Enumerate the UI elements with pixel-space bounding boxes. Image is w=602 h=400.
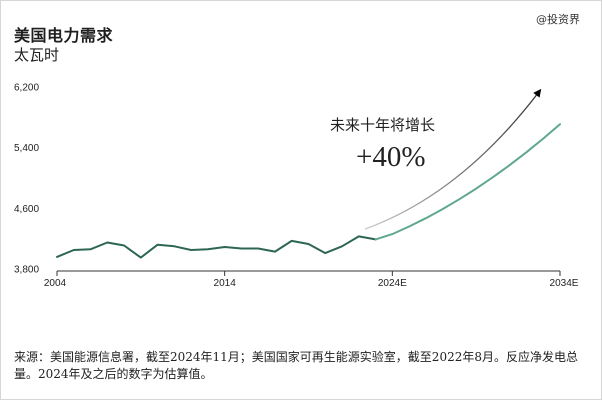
growth-arrow — [364, 88, 542, 230]
projection-series-line — [374, 123, 561, 241]
y-tick-label: 4,600 — [14, 204, 39, 215]
x-tick-label: 2014 — [214, 278, 237, 289]
watermark: @投资界 — [536, 13, 580, 26]
chart-title: 美国电力需求 — [14, 26, 114, 45]
source-note: 来源：美国能源信息署，截至2024年11月；美国国家可再生能源实验室，截至202… — [14, 350, 578, 381]
annotation-value: +40% — [356, 141, 426, 173]
y-tick-label: 3,800 — [14, 265, 39, 276]
x-tick-label: 2024E — [378, 278, 407, 289]
historical-series-line — [56, 235, 377, 259]
unit-label: 太瓦时 — [14, 46, 60, 64]
y-tick-label: 5,400 — [14, 143, 39, 154]
x-tick-label: 2034E — [550, 278, 579, 289]
y-tick-label: 6,200 — [14, 83, 39, 94]
x-tick-label: 2004 — [44, 278, 67, 289]
annotation-label: 未来十年将增长 — [330, 116, 435, 134]
